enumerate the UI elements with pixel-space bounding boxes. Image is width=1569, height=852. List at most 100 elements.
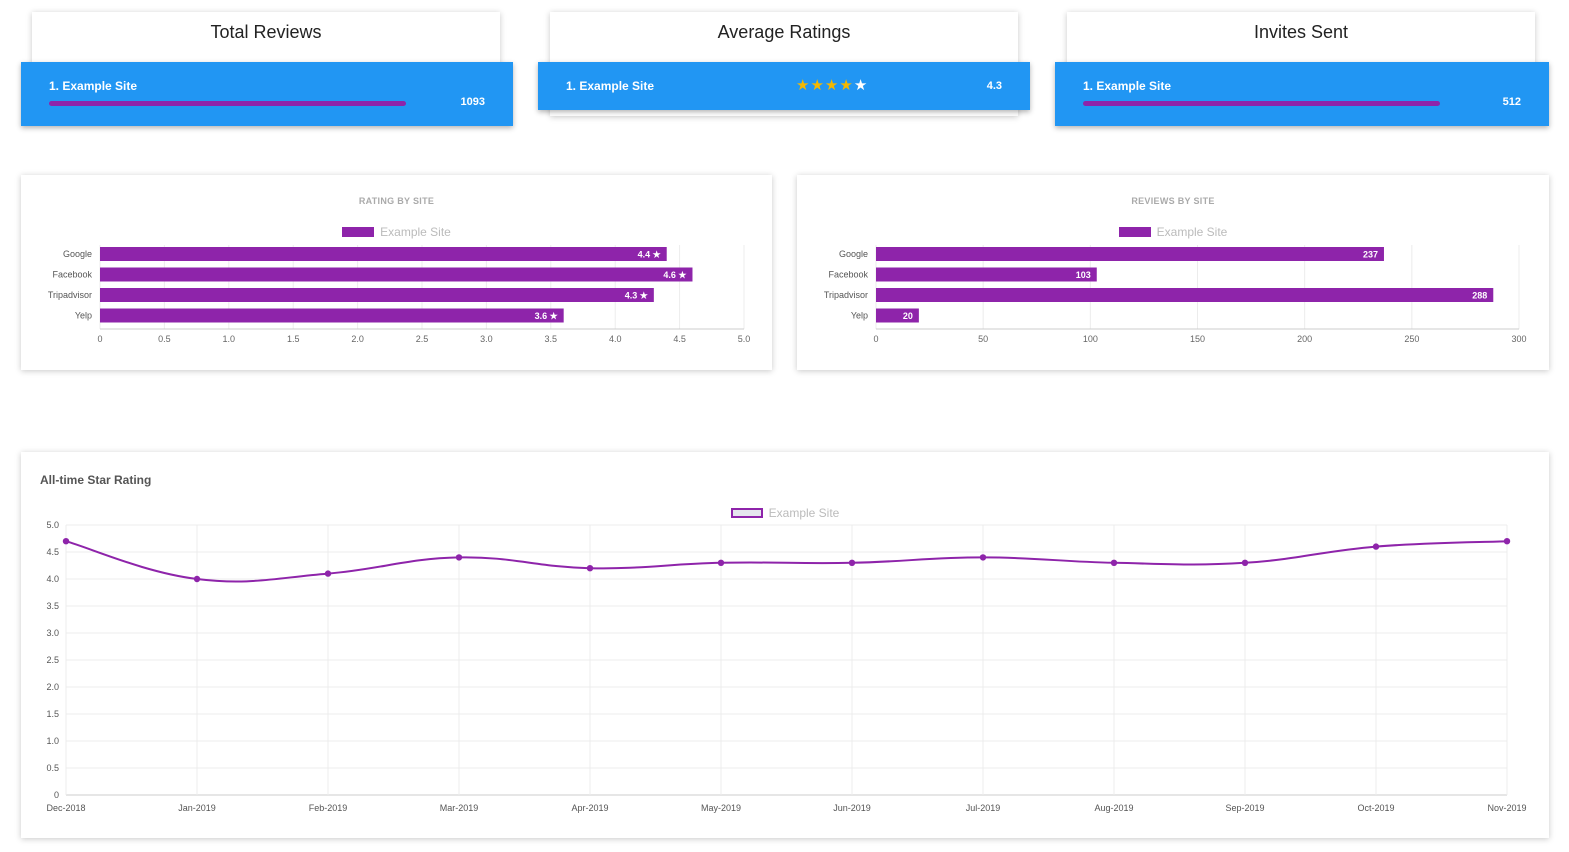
data-point (586, 565, 594, 572)
y-category-label: Google (63, 249, 92, 259)
invites-sent-title: Invites Sent (1253, 22, 1349, 42)
total-reviews-progress-fill (49, 101, 407, 106)
x-tick-label: 4.0 (609, 334, 622, 344)
line-chart-legend[interactable]: Example Site (21, 506, 1549, 520)
x-tick-label: 5.0 (738, 334, 751, 344)
reviews-by-site-card: REVIEWS BY SITE Example Site 0 50 100 150 20… (797, 175, 1549, 370)
reviews-chart-title: REVIEWS BY SITE (1131, 196, 1215, 206)
star-filled-icon: ★ (839, 77, 854, 94)
y-category-label: Yelp (75, 311, 92, 321)
bar (876, 308, 919, 323)
data-point (979, 554, 987, 561)
y-category-label: Yelp (851, 311, 868, 321)
star-filled-icon: ★ (796, 77, 811, 94)
x-tick-label: 0.5 (158, 334, 171, 344)
x-tick-label: 150 (1190, 334, 1205, 344)
x-tick-label: Mar-2019 (440, 803, 479, 813)
y-category-label: Facebook (828, 270, 868, 280)
total-reviews-title: Total Reviews (210, 22, 322, 42)
legend-label: Example Site (768, 506, 840, 520)
bar (100, 308, 564, 323)
data-point (1372, 543, 1380, 550)
x-tick-label: Apr-2019 (571, 803, 608, 813)
y-tick-label: 0 (54, 790, 59, 800)
legend-swatch (1118, 227, 1151, 237)
x-tick-label: Nov-2019 (1487, 803, 1526, 813)
invites-sent-site-label: 1. Example Site (1083, 79, 1172, 93)
x-tick-label: 200 (1297, 334, 1312, 344)
x-tick-label: 0 (97, 334, 102, 344)
data-point (1503, 538, 1511, 545)
data-point (848, 559, 856, 566)
bar (100, 267, 693, 282)
x-tick-label: 3.5 (545, 334, 558, 344)
y-tick-label: 3.5 (46, 601, 59, 611)
y-tick-label: 5.0 (46, 520, 59, 530)
x-tick-label: Jul-2019 (966, 803, 1001, 813)
average-ratings-row[interactable]: 1. Example Site ★★★★★ 4.3 (538, 62, 1030, 110)
x-tick-label: 2.0 (351, 334, 364, 344)
reviews-bar-chart: 0 50 100 150 200 250 300 Google 237 Facebook 103 Tr… (824, 245, 1527, 344)
legend-label: Example Site (380, 225, 451, 239)
star-filled-icon: ★ (824, 77, 840, 94)
total-reviews-value: 1093 (460, 96, 485, 108)
y-tick-label: 0.5 (46, 763, 59, 773)
x-tick-label: Jan-2019 (178, 803, 216, 813)
star-rating-line-chart: 0 0.5 1.0 1.5 2.0 2.5 3.0 3.5 4.0 4.5 5.0 Dec-2018 J… (46, 520, 1526, 813)
y-category-label: Google (839, 249, 868, 259)
all-time-rating-card: All-time Star Rating Example Site 0 0.5 1.… (21, 452, 1549, 838)
y-tick-label: 1.5 (46, 709, 59, 719)
x-tick-label: 300 (1511, 334, 1526, 344)
y-tick-label: 4.5 (46, 547, 59, 557)
bar-data-label: 4.3 ★ (625, 291, 649, 301)
data-point (1110, 559, 1118, 566)
x-tick-label: Oct-2019 (1357, 803, 1394, 813)
invites-sent-row[interactable]: 1. Example Site 512 (1055, 62, 1549, 126)
x-tick-label: 3.0 (480, 334, 493, 344)
star-empty-icon: ★ (853, 77, 869, 94)
data-point (717, 559, 725, 566)
bar (876, 267, 1097, 282)
star-filled-icon: ★ (810, 77, 825, 94)
x-tick-label: 1.0 (223, 334, 236, 344)
data-point (193, 575, 201, 583)
total-reviews-row[interactable]: 1. Example Site 1093 (21, 62, 513, 126)
rating-chart-legend[interactable]: Example Site (21, 225, 772, 239)
line-chart-title: All-time Star Rating (40, 473, 152, 487)
y-tick-label: 1.0 (46, 736, 59, 746)
legend-swatch (730, 508, 763, 518)
y-tick-label: 2.5 (46, 655, 59, 665)
x-tick-label: Dec-2018 (46, 803, 85, 813)
x-tick-label: 50 (978, 334, 988, 344)
data-point (1241, 559, 1249, 566)
y-tick-label: 2.0 (46, 682, 59, 692)
bar-data-label: 20 (903, 311, 913, 321)
data-point (62, 538, 70, 545)
average-ratings-site-label: 1. Example Site (566, 79, 655, 93)
x-tick-label: 2.5 (416, 334, 429, 344)
reviews-chart-legend[interactable]: Example Site (797, 225, 1549, 239)
y-tick-label: 3.0 (46, 628, 59, 638)
x-tick-label: Jun-2019 (833, 803, 871, 813)
x-tick-label: 0 (873, 334, 878, 344)
bar (100, 247, 667, 261)
rating-chart-title: RATING BY SITE (358, 196, 435, 206)
y-category-label: Tripadvisor (824, 290, 868, 300)
x-tick-label: 100 (1083, 334, 1098, 344)
y-category-label: Tripadvisor (48, 290, 92, 300)
bar (100, 288, 654, 302)
bar-data-label: 288 (1472, 291, 1487, 301)
x-tick-label: Feb-2019 (309, 803, 348, 813)
invites-sent-progress (1083, 101, 1553, 106)
average-ratings-value: 4.3 (986, 80, 1002, 92)
y-tick-label: 4.0 (46, 574, 59, 584)
y-category-label: Facebook (52, 270, 92, 280)
bar-data-label: 3.6 ★ (535, 311, 559, 321)
bar-data-label: 4.6 ★ (663, 270, 687, 280)
x-tick-label: 4.5 (673, 334, 686, 344)
bar-data-label: 103 (1076, 270, 1091, 280)
data-point (324, 570, 332, 577)
bar-data-label: 237 (1363, 250, 1378, 260)
x-tick-label: Sep-2019 (1225, 803, 1264, 813)
total-reviews-site-label: 1. Example Site (49, 79, 138, 93)
